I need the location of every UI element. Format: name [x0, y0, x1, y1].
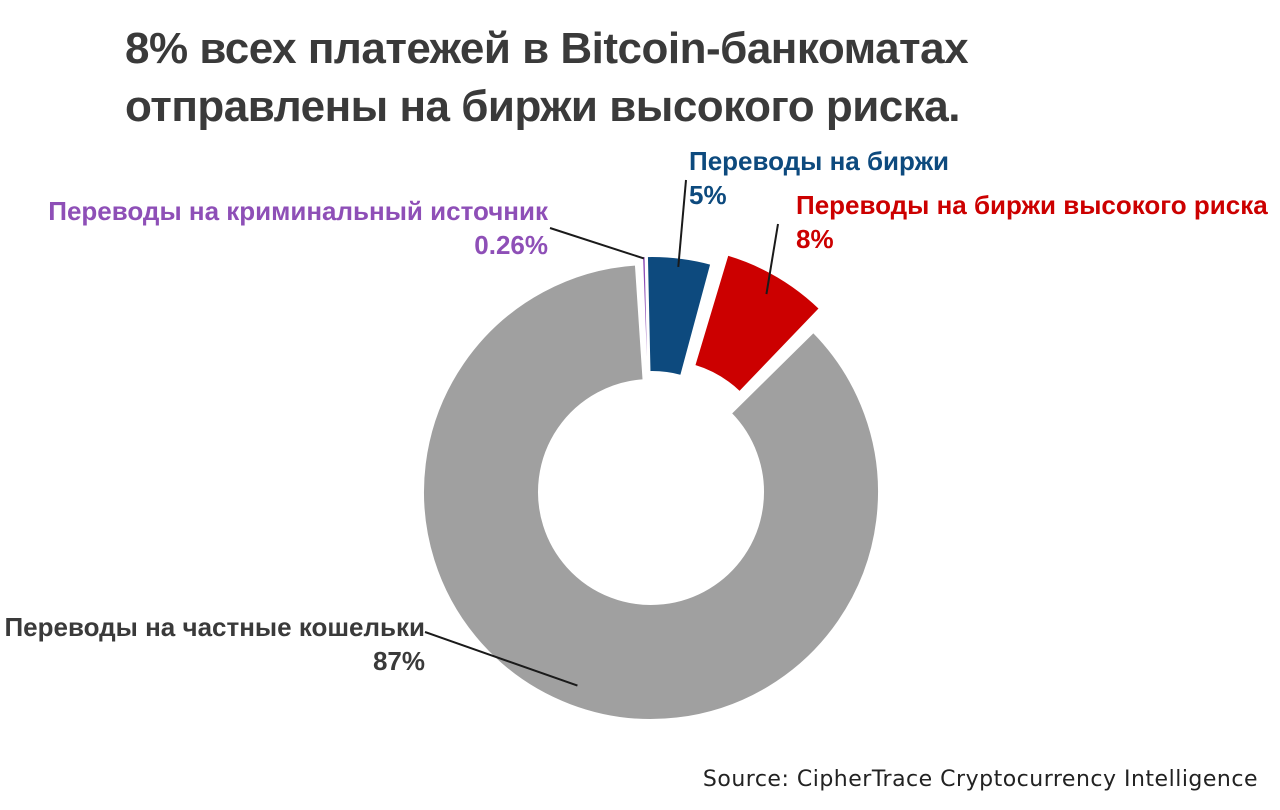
slice-value-3: 8% [796, 224, 834, 254]
slice-value-1: 0.26% [474, 230, 548, 260]
donut-slice-4 [422, 263, 880, 721]
slice-label-3: Переводы на биржи высокого риска [796, 190, 1268, 220]
donut-slice-2 [645, 255, 713, 378]
slice-value-2: 5% [689, 180, 727, 210]
leader-line-3 [765, 223, 779, 295]
leader-line-2 [677, 179, 687, 268]
leader-line-4 [424, 631, 578, 687]
leader-line-1 [549, 227, 645, 260]
chart-title: 8% всех платежей в Bitcoin-банкоматах от… [125, 24, 969, 131]
slice-label-4: Переводы на частные кошельки [4, 612, 425, 642]
donut-slice-1 [640, 255, 650, 374]
slice-label-2: Переводы на биржи [689, 146, 949, 176]
donut-slice-3 [692, 253, 822, 394]
slice-value-4: 87% [373, 646, 425, 676]
source-note: Source: CipherTrace Cryptocurrency Intel… [702, 767, 1258, 792]
slice-label-1: Переводы на криминальный источник [48, 196, 549, 226]
